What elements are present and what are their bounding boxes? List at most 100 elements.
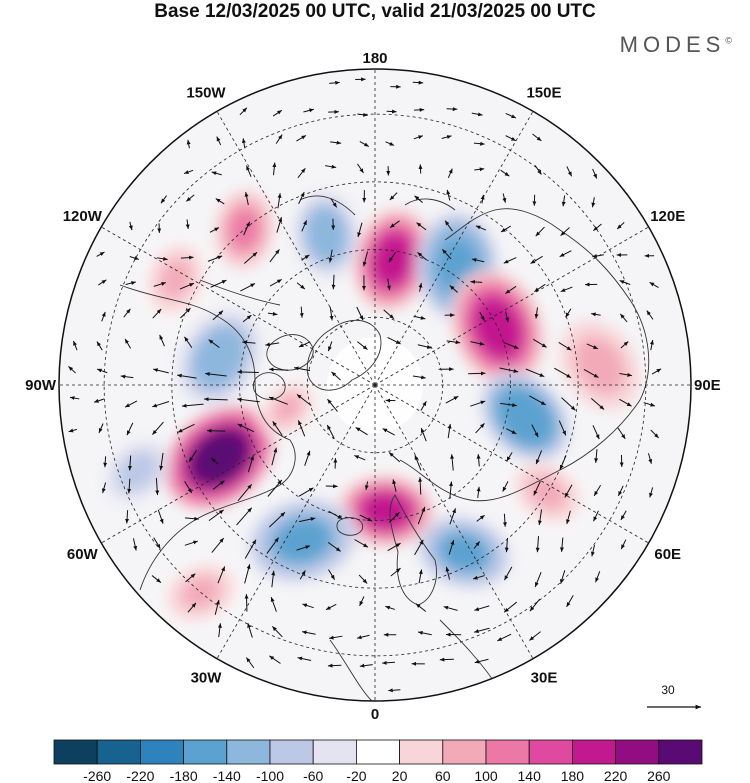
wind-arrow (359, 663, 373, 668)
wind-arrow (617, 427, 626, 440)
wind-arrow (269, 367, 289, 372)
longitude-label: 180 (362, 50, 387, 67)
wind-arrow (270, 596, 277, 612)
wind-arrow (207, 428, 226, 433)
wind-arrow (328, 569, 336, 580)
wind-arrow (416, 222, 427, 231)
wind-arrow (237, 484, 253, 502)
wind-arrow (155, 477, 160, 496)
wind-arrow (247, 623, 253, 638)
wind-arrow (267, 311, 278, 316)
wind-arrow (619, 372, 632, 377)
wind-arrow (330, 198, 338, 208)
wind-arrow (619, 280, 631, 285)
wind-arrow (243, 221, 251, 236)
wind-arrow (532, 338, 547, 348)
wind-arrow (266, 537, 280, 554)
coastline-eurasia (399, 208, 650, 502)
wind-arrow (296, 134, 307, 142)
wind-arrow (357, 341, 368, 350)
wind-arrow (593, 484, 602, 497)
wind-arrow (475, 225, 487, 231)
colorbar-tick-label: -20 (346, 768, 366, 783)
wind-arrow (120, 374, 134, 379)
wind-arrow (471, 112, 483, 117)
wind-arrow (357, 222, 363, 238)
wind-arrow (296, 282, 306, 290)
wind-arrow (68, 366, 76, 374)
wind-arrow (560, 227, 570, 237)
wind-arrow (525, 368, 545, 378)
wind-arrow (500, 402, 517, 408)
wind-arrow (474, 605, 490, 611)
wind-arrow (535, 536, 540, 553)
anomaly-blob (560, 320, 640, 410)
wind-arrow (532, 133, 542, 142)
wind-arrow (502, 193, 507, 203)
colorbar-swatch (572, 739, 617, 765)
wind-arrow (441, 249, 452, 260)
wind-arrow (301, 254, 310, 261)
wind-arrow (500, 169, 510, 177)
wind-arrow (69, 396, 80, 401)
wind-arrow (533, 481, 541, 496)
wind-arrow (129, 256, 140, 260)
wind-arrow (473, 541, 481, 549)
wind-arrow (160, 195, 168, 204)
anomaly-blob (510, 459, 585, 526)
wind-arrow (566, 166, 573, 177)
wind-arrow (152, 401, 170, 408)
wind-arrow (327, 341, 333, 352)
wind-arrow (298, 191, 305, 204)
wind-arrow (474, 627, 490, 634)
longitude-label: 150E (526, 84, 561, 101)
wind-arrow (620, 341, 629, 349)
longitude-label: 120W (63, 208, 103, 225)
anomaly-ring (229, 208, 260, 250)
wind-arrow (449, 285, 458, 293)
colorbar-swatch (528, 739, 573, 765)
wind-arrow (240, 283, 256, 292)
wind-arrow (211, 171, 222, 176)
wind-arrow (98, 279, 107, 286)
wind-arrow (449, 508, 456, 525)
wind-arrow (620, 539, 627, 550)
wind-arrow (413, 135, 424, 140)
wind-arrow (123, 308, 131, 318)
colorbar-swatch (53, 739, 98, 765)
anomaly-blob (105, 440, 170, 503)
colorbar-swatch (442, 739, 487, 765)
wind-arrow (650, 429, 659, 439)
wind-arrow (126, 422, 134, 436)
wind-arrow (297, 167, 306, 179)
wind-arrow (558, 341, 572, 351)
wind-arrow (499, 367, 519, 373)
wind-arrow (450, 454, 455, 471)
wind-arrow (275, 134, 283, 144)
wind-arrow (303, 108, 314, 113)
wind-arrow (217, 623, 222, 638)
wind-arrow (619, 398, 632, 407)
wind-arrow (304, 450, 311, 466)
wind-arrow (296, 394, 312, 406)
wind-arrow (392, 479, 397, 492)
wind-arrow (474, 658, 489, 664)
wind-arrow (382, 660, 395, 665)
wind-arrow (479, 311, 485, 321)
anomaly-ring (120, 455, 154, 488)
wind-arrow (326, 424, 335, 439)
wind-arrow (298, 487, 314, 497)
wind-arrow (96, 368, 108, 374)
wind-arrow (269, 278, 283, 287)
wind-arrow (96, 251, 105, 257)
wind-arrow (560, 570, 566, 584)
anomaly-ring (579, 342, 621, 389)
wind-arrow (267, 479, 283, 497)
wind-arrow (439, 657, 454, 662)
wind-arrow (386, 109, 397, 114)
colorbar-swatch (96, 739, 141, 765)
brand-text: MODES (619, 32, 726, 57)
wind-arrow (445, 395, 459, 404)
wind-arrow (205, 372, 227, 377)
